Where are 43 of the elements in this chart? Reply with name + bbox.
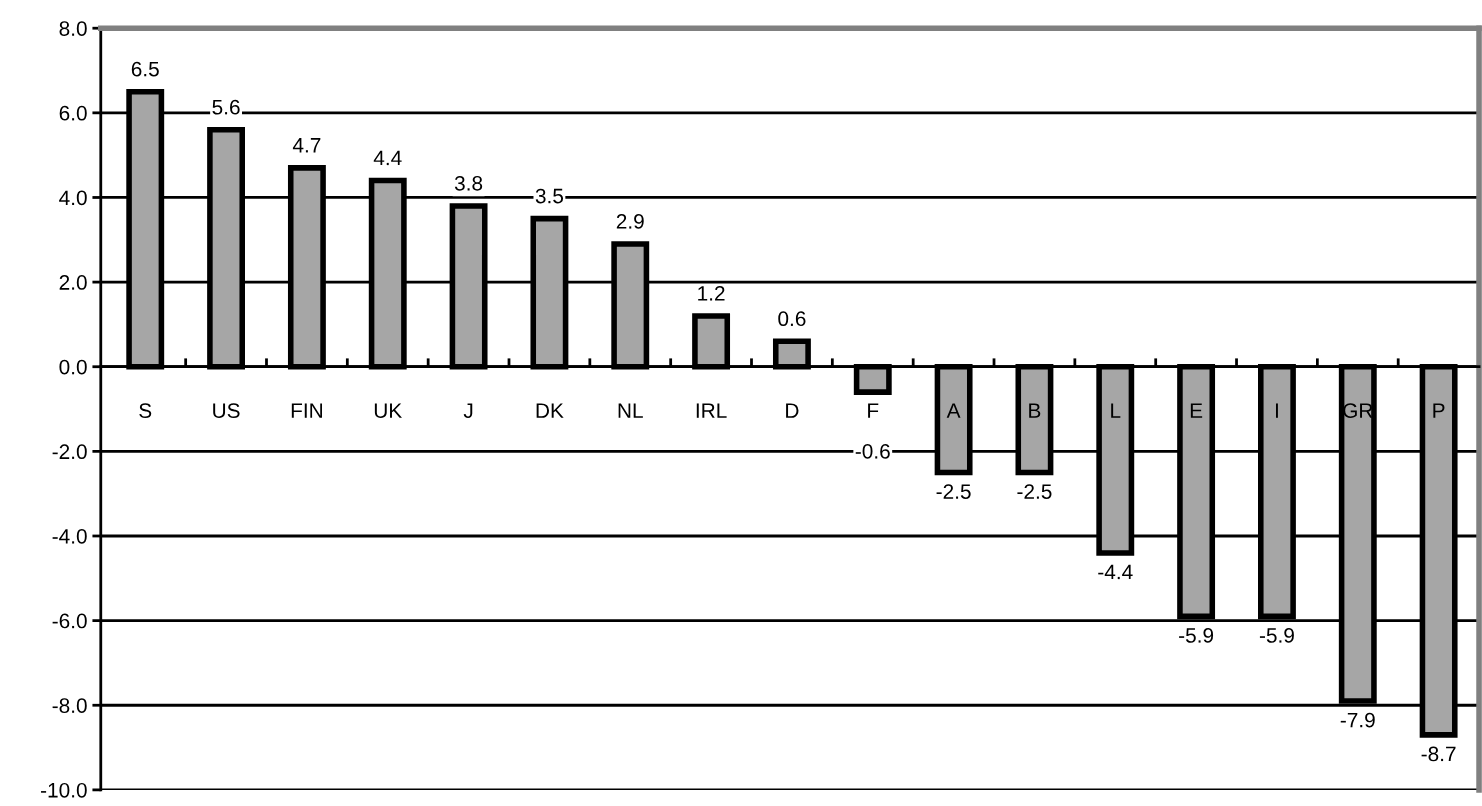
- data-label: 3.5: [535, 188, 564, 204]
- data-label: -8.7: [1421, 746, 1456, 762]
- x-tick-label: S: [139, 403, 152, 418]
- y-tick-label: 6.0: [59, 105, 87, 121]
- y-tick-label: 4.0: [59, 190, 87, 206]
- data-label: 4.4: [373, 150, 402, 166]
- data-label: 2.9: [616, 214, 644, 229]
- x-tick-label: F: [868, 403, 879, 418]
- data-label: 6.5: [131, 61, 159, 77]
- y-tick-label: -2.0: [52, 444, 87, 460]
- y-tick-label: -6.0: [52, 613, 87, 629]
- x-tick-label: I: [1275, 403, 1278, 418]
- y-tick-label: 2.0: [59, 275, 87, 290]
- data-label: -7.9: [1340, 712, 1375, 728]
- x-tick-label: NL: [618, 403, 643, 418]
- data-label: -2.5: [1017, 484, 1052, 499]
- data-label: -4.4: [1098, 564, 1133, 580]
- x-tick-label: P: [1433, 403, 1445, 418]
- data-label: 0.6: [778, 311, 806, 327]
- data-label: -5.9: [1259, 628, 1294, 643]
- x-tick-label: UK: [374, 403, 402, 418]
- data-label: 5.6: [212, 99, 240, 115]
- x-tick-label: A: [946, 403, 961, 418]
- x-tick-label: FIN: [291, 403, 322, 418]
- x-tick-label: DK: [536, 403, 564, 418]
- x-tick-label: D: [786, 403, 799, 418]
- x-tick-label: J: [463, 403, 473, 418]
- y-tick-label: -4.0: [52, 528, 87, 544]
- x-tick-label: IRL: [696, 403, 727, 418]
- x-tick-label: B: [1029, 403, 1041, 418]
- data-label: 4.7: [292, 138, 321, 153]
- y-tick-label: -8.0: [52, 698, 87, 713]
- y-tick-label: 0.0: [59, 359, 87, 375]
- data-label: -5.9: [1179, 628, 1214, 643]
- data-label: -0.6: [855, 443, 890, 459]
- x-tick-label: US: [213, 403, 240, 418]
- y-tick-label: -10.0: [41, 782, 87, 798]
- x-tick-label: L: [1111, 403, 1121, 418]
- y-tick-label: 8.0: [59, 21, 87, 36]
- x-tick-label: E: [1190, 403, 1203, 418]
- data-label: 3.8: [454, 175, 483, 191]
- data-label: -2.5: [936, 484, 971, 499]
- data-label: 1.2: [698, 285, 725, 301]
